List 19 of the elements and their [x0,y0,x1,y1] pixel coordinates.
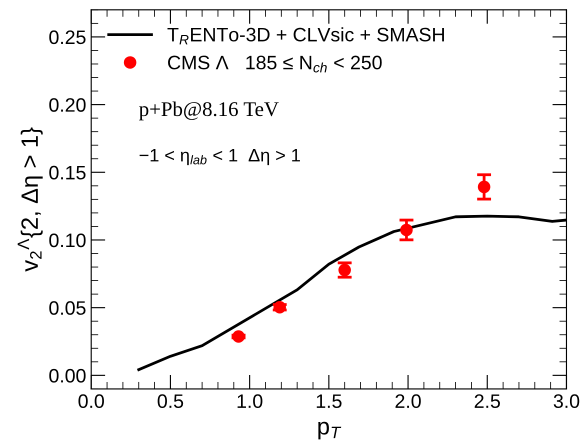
x-tick-label: 1.0 [238,394,262,408]
x-tick-label: 0.5 [158,394,184,408]
y-tick-label: 0.10 [49,233,86,248]
y-tick-label: 0.00 [49,368,86,383]
x-tick-label: 1.5 [316,394,342,408]
annotation: −1 < η$_{lab}$ < 1 Δη > 1 [140,149,300,166]
legend-label: CMS Λ 185 ≤ N$_{ch}$ < 250 [168,56,382,72]
annotation: p+Pb@8.16 TeV [139,102,279,120]
x-tick-label: 2.5 [474,394,500,408]
legend-label: T$_{R}$ENTo-3D + CLVsic + SMASH [167,27,444,44]
x-tick-label: 0.0 [78,394,104,408]
y-tick-label: 0.20 [49,98,86,112]
y-tick-label: 0.05 [49,301,86,315]
x-tick-label: 2.0 [396,394,421,408]
y-axis-title: v$_{2}$$^{Λ}${2, Δη > 1} [18,127,43,272]
x-tick-label: 3.0 [554,394,580,408]
x-axis-title: p$_{T}$ [318,422,342,440]
y-tick-label: 0.25 [49,30,86,44]
y-tick-label: 0.15 [49,166,86,180]
